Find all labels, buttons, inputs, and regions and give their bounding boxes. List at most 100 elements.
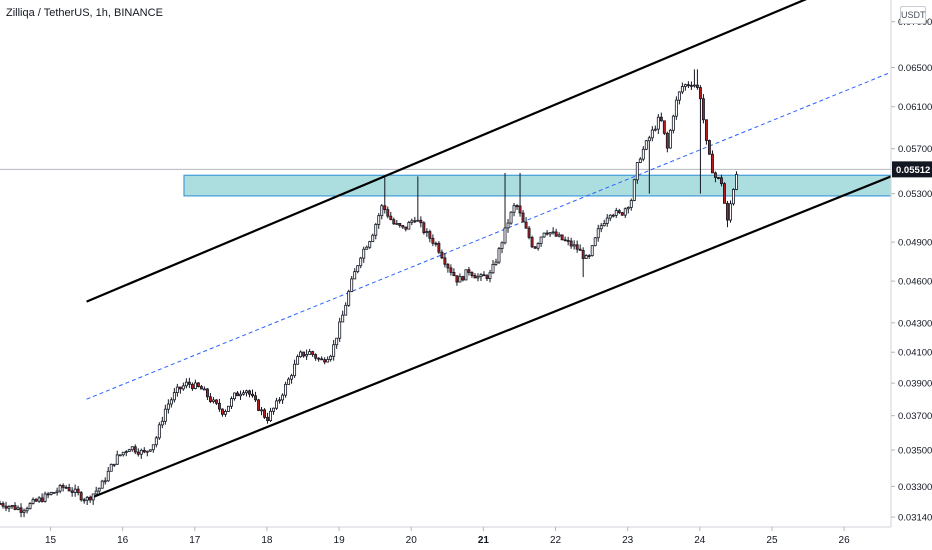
candle-up xyxy=(365,246,369,250)
candle-down xyxy=(257,399,260,411)
candle-up xyxy=(671,115,675,131)
candle-up xyxy=(115,454,119,465)
candle-up xyxy=(692,84,696,87)
candle-up xyxy=(500,242,504,250)
candle-up xyxy=(272,407,276,412)
candle-up xyxy=(605,217,609,224)
candle-up xyxy=(425,231,429,234)
candle-down xyxy=(178,386,182,390)
candle-up xyxy=(377,215,381,225)
candle-down xyxy=(545,232,549,235)
candle-up xyxy=(28,503,32,510)
candle-up xyxy=(641,148,645,160)
candle-down xyxy=(67,487,71,492)
candle-up xyxy=(245,390,248,394)
candle-up xyxy=(635,162,639,181)
candle-up xyxy=(650,129,654,139)
candle-down xyxy=(136,451,140,455)
candle-up xyxy=(548,232,552,235)
candle-down xyxy=(389,215,393,221)
candle-down xyxy=(560,234,564,241)
candle-down xyxy=(19,507,23,513)
candle-up xyxy=(106,470,110,482)
candle-up xyxy=(166,403,170,410)
candle-up xyxy=(551,231,555,234)
candle-down xyxy=(88,496,92,501)
candle-up xyxy=(121,451,125,456)
candle-up xyxy=(374,224,378,236)
candle-layer xyxy=(0,69,738,518)
candle-down xyxy=(133,446,137,453)
candle-up xyxy=(145,450,149,453)
candle-down xyxy=(611,214,615,217)
candle-down xyxy=(710,153,714,174)
candle-up xyxy=(172,392,176,401)
candle-up xyxy=(623,208,627,216)
candle-down xyxy=(461,276,465,281)
candle-down xyxy=(431,237,435,244)
candle-up xyxy=(127,449,131,452)
candle-up xyxy=(614,210,618,216)
candle-down xyxy=(455,275,459,283)
candle-down xyxy=(248,390,251,395)
candle-up xyxy=(509,211,513,224)
candle-down xyxy=(40,497,44,502)
price-tick-label: 0.04900 xyxy=(898,238,932,249)
candle-up xyxy=(332,344,336,357)
candle-up xyxy=(100,480,104,489)
candle-up xyxy=(491,263,495,274)
candle-down xyxy=(0,503,2,505)
candle-up xyxy=(112,463,116,466)
time-tick-label: 16 xyxy=(117,535,129,546)
candle-down xyxy=(251,393,254,397)
candle-down xyxy=(386,209,390,217)
candle-up xyxy=(211,399,215,402)
candle-up xyxy=(626,207,630,210)
candle-up xyxy=(329,355,333,360)
time-tick-label: 24 xyxy=(694,535,706,546)
candle-down xyxy=(434,242,438,245)
candle-up xyxy=(735,173,738,190)
candle-up xyxy=(602,223,606,227)
candle-down xyxy=(566,239,570,242)
currency-unit-badge[interactable]: USDT xyxy=(900,6,926,24)
candle-down xyxy=(704,119,708,141)
candle-down xyxy=(482,274,486,277)
candle-down xyxy=(13,505,17,510)
price-tick-label: 0.04100 xyxy=(898,348,932,359)
candle-down xyxy=(205,388,209,398)
candle-up xyxy=(202,388,206,391)
time-tick-label: 23 xyxy=(622,535,634,546)
candle-down xyxy=(266,416,269,422)
candle-down xyxy=(723,183,726,204)
candle-down xyxy=(314,354,318,359)
candle-down xyxy=(698,87,702,100)
time-tick-label: 21 xyxy=(478,535,490,546)
candle-up xyxy=(85,496,89,501)
time-tick-label: 17 xyxy=(189,535,201,546)
candle-up xyxy=(293,363,297,377)
candle-down xyxy=(695,84,699,88)
resistance-zone-layer xyxy=(183,174,892,197)
time-tick-label: 19 xyxy=(334,535,346,546)
candle-up xyxy=(458,276,462,283)
candle-down xyxy=(320,358,324,361)
candle-down xyxy=(665,132,669,149)
candle-up xyxy=(557,234,561,237)
candle-down xyxy=(190,383,194,389)
channel-lower-line xyxy=(86,175,892,501)
candle-down xyxy=(422,222,426,234)
candle-up xyxy=(344,304,348,316)
candle-up xyxy=(729,203,732,221)
candle-up xyxy=(16,507,20,510)
candle-down xyxy=(521,212,525,223)
candle-up xyxy=(296,356,300,365)
candle-down xyxy=(323,359,327,363)
candle-down xyxy=(302,351,306,357)
candle-up xyxy=(239,393,242,397)
candle-down xyxy=(311,351,315,355)
candle-up xyxy=(124,451,128,453)
